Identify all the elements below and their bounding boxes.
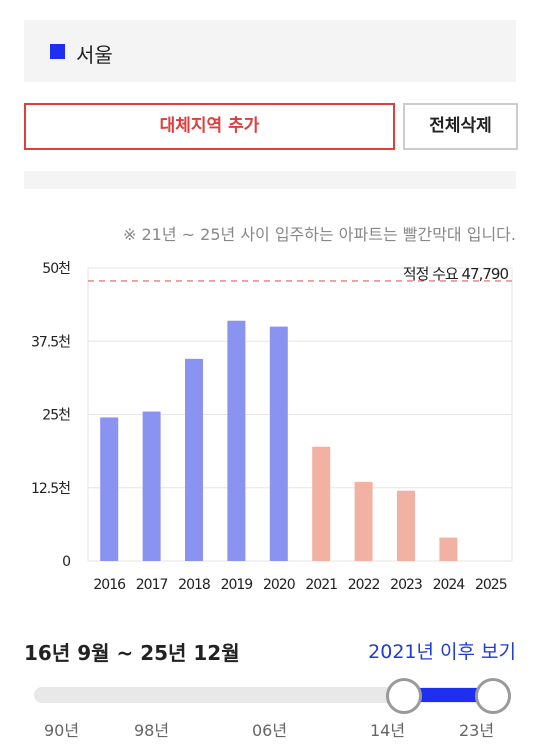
bar — [397, 490, 415, 561]
y-tick-label: 0 — [62, 554, 70, 570]
x-tick-label: 2017 — [136, 577, 168, 593]
period-slider-track[interactable] — [34, 687, 492, 703]
period-slider-selected-range — [400, 688, 492, 702]
add-alternate-region-button[interactable]: 대체지역 추가 — [24, 103, 395, 150]
bar — [354, 481, 373, 561]
delete-all-button[interactable]: 전체삭제 — [403, 103, 518, 150]
bar — [227, 320, 246, 561]
view-after-2021-link[interactable]: 2021년 이후 보기 — [368, 641, 516, 663]
period-slider-start-handle[interactable] — [386, 678, 422, 714]
slider-tick-label: 23년 — [459, 721, 495, 740]
region-color-swatch — [50, 44, 65, 59]
x-tick-label: 2019 — [221, 577, 253, 593]
slider-tick-label: 90년 — [44, 721, 80, 740]
bar — [269, 326, 288, 561]
x-tick-label: 2016 — [93, 577, 126, 593]
period-range-label: 16년 9월 ~ 25년 12월 — [24, 641, 240, 665]
x-tick-label: 2021 — [305, 577, 337, 593]
reference-line-label: 적정 수요 47,790 — [403, 265, 509, 283]
bar — [312, 446, 331, 561]
slider-tick-label: 06년 — [252, 721, 288, 740]
section-divider — [24, 171, 516, 189]
bar — [142, 411, 161, 561]
x-tick-label: 2020 — [263, 577, 295, 593]
period-slider-end-handle[interactable] — [475, 678, 511, 714]
region-card: 서울 — [24, 20, 516, 82]
slider-tick-label: 98년 — [134, 721, 170, 740]
region-name: 서울 — [76, 43, 113, 67]
y-tick-label: 50천 — [42, 261, 70, 277]
slider-tick-label: 14년 — [370, 721, 406, 740]
bar — [185, 358, 203, 561]
y-tick-label: 25천 — [42, 408, 70, 424]
bar — [100, 417, 119, 561]
y-tick-label: 12.5천 — [31, 481, 70, 497]
x-tick-label: 2018 — [178, 577, 210, 593]
x-tick-label: 2023 — [390, 577, 422, 593]
supply-bar-chart: 0 12.5천 25천 37.5천 50천 2016 2017 2018 2019 2020 202… — [31, 261, 513, 593]
chart-note: ※ 21년 ~ 25년 사이 입주하는 아파트는 빨간막대 입니다. — [123, 225, 516, 244]
x-tick-label: 2022 — [348, 577, 380, 593]
x-tick-label: 2025 — [475, 577, 507, 593]
bar — [439, 537, 458, 561]
x-tick-label: 2024 — [433, 577, 466, 593]
y-tick-label: 37.5천 — [31, 334, 70, 350]
